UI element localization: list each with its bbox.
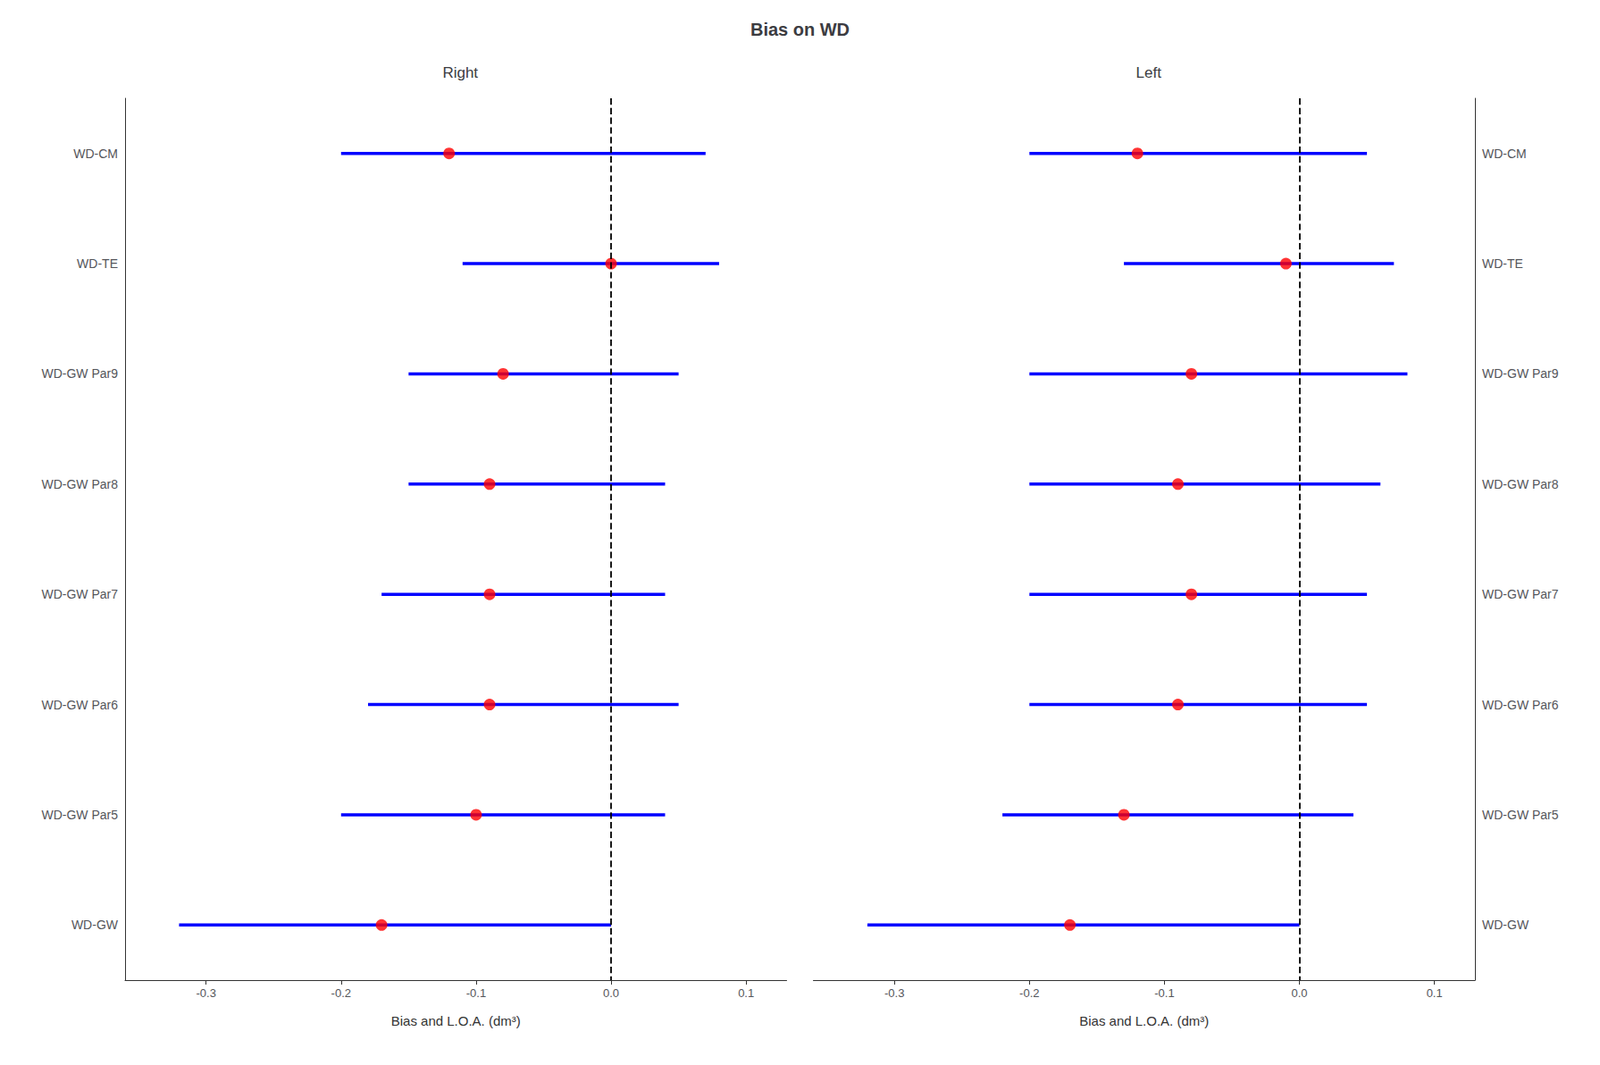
svg-text:Bias and L.O.A. (dm³): Bias and L.O.A. (dm³) xyxy=(391,1013,521,1029)
svg-text:-0.2: -0.2 xyxy=(331,986,352,1000)
svg-text:-0.1: -0.1 xyxy=(466,986,486,1000)
svg-text:WD-CM: WD-CM xyxy=(1482,146,1527,161)
svg-text:WD-TE: WD-TE xyxy=(76,256,118,271)
svg-text:Bias and L.O.A. (dm³): Bias and L.O.A. (dm³) xyxy=(1079,1013,1209,1029)
svg-text:0.1: 0.1 xyxy=(1426,986,1443,1000)
svg-text:-0.3: -0.3 xyxy=(884,986,905,1000)
svg-text:0.0: 0.0 xyxy=(1291,986,1308,1000)
svg-text:WD-GW Par9: WD-GW Par9 xyxy=(1482,366,1559,381)
svg-text:Right: Right xyxy=(442,64,478,82)
svg-text:-0.1: -0.1 xyxy=(1154,986,1174,1000)
svg-text:0.1: 0.1 xyxy=(737,986,754,1000)
svg-text:WD-GW: WD-GW xyxy=(71,917,119,932)
svg-text:WD-GW Par5: WD-GW Par5 xyxy=(41,807,118,822)
svg-text:Left: Left xyxy=(1136,64,1163,82)
svg-text:WD-GW Par9: WD-GW Par9 xyxy=(41,366,118,381)
svg-text:WD-GW Par8: WD-GW Par8 xyxy=(1482,477,1559,492)
svg-text:-0.3: -0.3 xyxy=(195,986,216,1000)
svg-text:WD-GW Par7: WD-GW Par7 xyxy=(41,586,118,602)
svg-text:-0.2: -0.2 xyxy=(1019,986,1039,1000)
svg-text:WD-GW: WD-GW xyxy=(1482,917,1530,932)
svg-text:WD-GW Par6: WD-GW Par6 xyxy=(41,697,118,713)
svg-text:Bias on WD: Bias on WD xyxy=(750,19,850,40)
svg-text:WD-CM: WD-CM xyxy=(73,146,118,161)
svg-text:WD-GW Par7: WD-GW Par7 xyxy=(1482,586,1559,602)
svg-text:WD-TE: WD-TE xyxy=(1482,256,1524,271)
svg-text:0.0: 0.0 xyxy=(603,986,620,1000)
svg-text:WD-GW Par8: WD-GW Par8 xyxy=(41,477,118,492)
svg-text:WD-GW Par6: WD-GW Par6 xyxy=(1482,697,1559,713)
svg-text:WD-GW Par5: WD-GW Par5 xyxy=(1482,807,1559,822)
